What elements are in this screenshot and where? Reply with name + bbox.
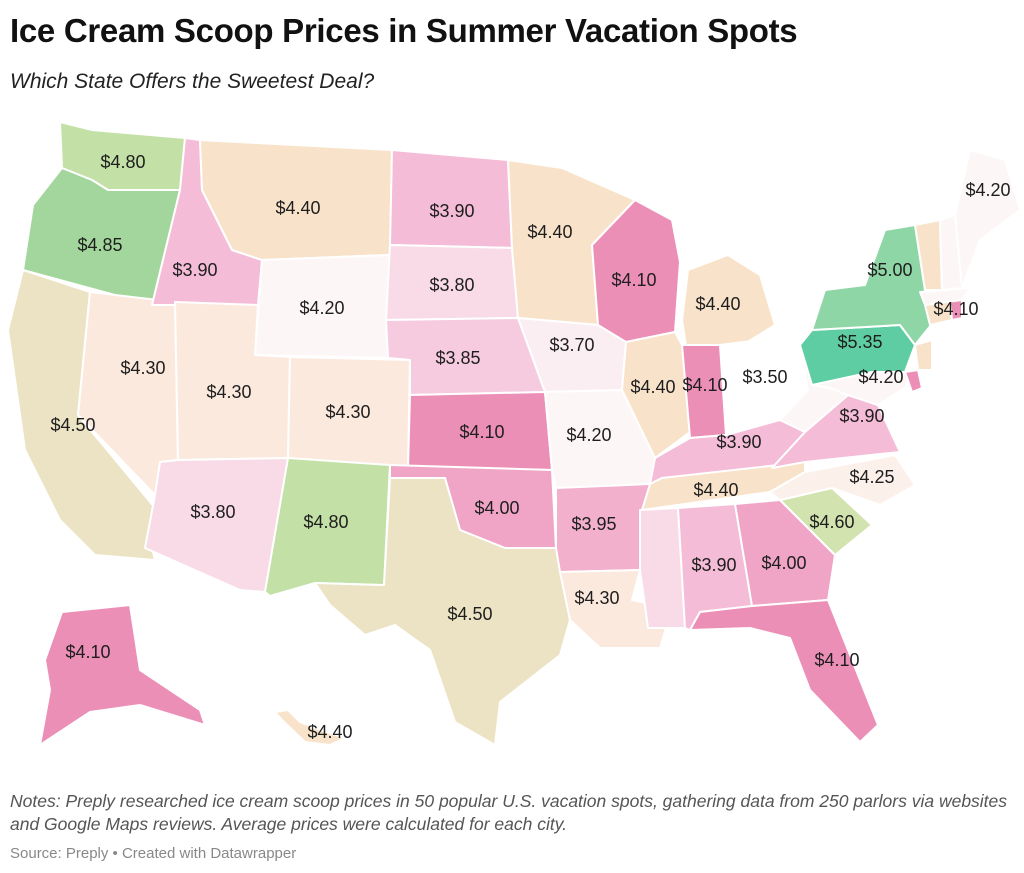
state-fl [689,599,879,743]
state-ms [639,507,686,629]
price-label-ia: $3.70 [549,335,594,355]
state-hi [274,709,346,746]
price-label-nv: $4.30 [120,358,165,378]
state-tx [314,477,571,746]
price-label-ak: $4.10 [65,642,110,662]
us-states-map: $4.80 $4.85 $4.50 $4.30 $3.90 $4.40 $4.20 $4.30… [7,121,1021,746]
state-nc [769,454,916,506]
price-label-ks: $4.10 [459,422,504,442]
price-label-wy: $4.20 [299,298,344,318]
price-label-nc: $4.25 [849,467,894,487]
price-label-ar: $3.95 [571,514,616,534]
chart-subtitle: Which State Offers the Sweetest Deal? [10,70,375,93]
price-label-me: $4.20 [965,180,1010,200]
price-label-or: $4.85 [77,235,122,255]
price-label-sc: $4.60 [809,512,854,532]
price-label-fl: $4.10 [814,650,859,670]
price-label-nm: $4.80 [303,512,348,532]
price-label-md: $4.20 [858,367,903,387]
price-label-ne: $3.85 [435,348,480,368]
price-label-mn: $4.40 [527,222,572,242]
price-label-hi: $4.40 [307,722,352,742]
price-label-la: $4.30 [574,588,619,608]
price-label-ok: $4.00 [474,498,519,518]
chart-notes: Notes: Preply researched ice cream scoop… [10,791,1008,834]
price-label-oh: $3.50 [742,367,787,387]
price-label-tx: $4.50 [447,604,492,624]
state-mi [681,254,776,349]
state-nj [914,339,933,371]
state-de [904,369,923,393]
state-shapes [7,121,1021,746]
price-label-nd: $3.90 [429,201,474,221]
price-label-ca: $4.50 [50,415,95,435]
state-labels: $4.80 $4.85 $4.50 $4.30 $3.90 $4.40 $4.20 $4.30… [50,152,1010,742]
price-label-mo: $4.20 [566,425,611,445]
price-label-sd: $3.80 [429,275,474,295]
price-label-id: $3.90 [172,260,217,280]
chart-source: Source: Preply • Created with Datawrappe… [10,845,297,862]
state-wi [591,199,681,343]
price-label-ga: $4.00 [761,553,806,573]
state-ny [811,224,936,346]
state-me [954,149,1021,289]
price-label-az: $3.80 [190,502,235,522]
price-label-wa: $4.80 [100,152,145,172]
state-nd [389,149,513,249]
price-label-co: $4.30 [325,402,370,422]
price-label-wi: $4.10 [611,270,656,290]
price-label-il: $4.40 [630,377,675,397]
chart-title: Ice Cream Scoop Prices in Summer Vacatio… [10,12,798,49]
price-label-ky: $3.90 [716,432,761,452]
price-label-mt: $4.40 [275,198,320,218]
price-label-ny: $5.00 [867,260,912,280]
price-label-al: $3.90 [691,555,736,575]
state-az [144,457,289,593]
price-label-in: $4.10 [682,375,727,395]
state-ak [39,604,206,746]
price-label-pa: $5.35 [837,332,882,352]
state-ga [734,499,836,607]
price-label-ri: $4.10 [933,299,978,319]
price-label-tn: $4.40 [693,480,738,500]
price-label-ut: $4.30 [206,382,251,402]
price-label-mi: $4.40 [695,294,740,314]
price-label-va: $3.90 [839,406,884,426]
